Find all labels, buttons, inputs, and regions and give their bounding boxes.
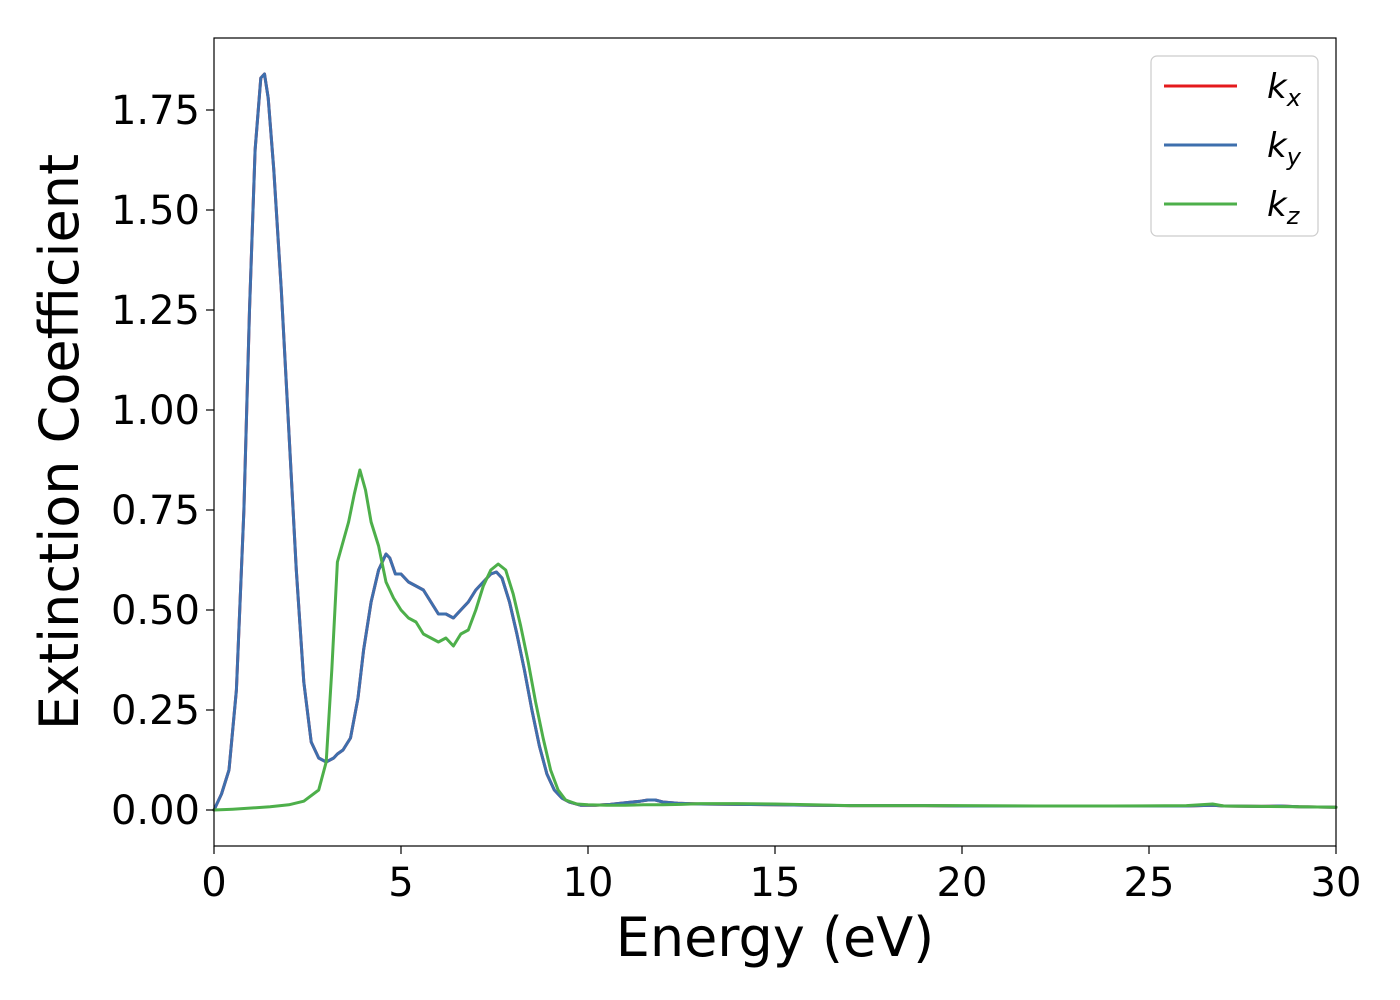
y-tick-label: 0.00	[111, 788, 200, 834]
y-axis-label: Extinction Coefficient	[28, 154, 91, 730]
x-tick-label: 0	[201, 860, 226, 906]
y-tick-label: 1.75	[111, 88, 200, 134]
series-line-kz	[212, 468, 1338, 812]
series-layer	[212, 72, 1338, 812]
x-axis-label: Energy (eV)	[616, 906, 935, 969]
x-tick-label: 10	[563, 860, 614, 906]
y-tick-label: 0.50	[111, 588, 200, 634]
y-tick-label: 0.25	[111, 688, 200, 734]
legend-label-kz: kz	[1267, 185, 1301, 230]
legend: kx ky kz	[1150, 55, 1319, 237]
y-tick-label: 0.75	[111, 488, 200, 534]
y-tick-label: 1.00	[111, 388, 200, 434]
legend-label-ky: ky	[1267, 126, 1302, 171]
ticks-layer: 0 5 10 15 20 25 30 0.00 0.25 0.50 0.75 1.00 1.25 1.50…	[111, 88, 1362, 906]
x-tick-label: 20	[937, 860, 988, 906]
x-tick-label: 25	[1124, 860, 1175, 906]
legend-label-kx: kx	[1267, 67, 1302, 112]
x-tick-label: 30	[1311, 860, 1362, 906]
y-tick-label: 1.50	[111, 188, 200, 234]
x-tick-label: 5	[388, 860, 413, 906]
x-tick-label: 15	[750, 860, 801, 906]
y-tick-label: 1.25	[111, 288, 200, 334]
